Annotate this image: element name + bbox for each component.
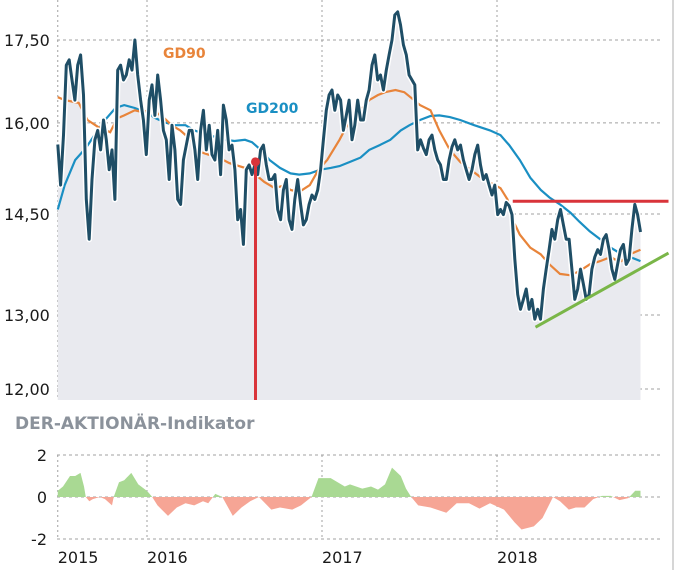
price-y-tick: 16,00 <box>4 114 50 133</box>
price-y-tick: 14,50 <box>4 205 50 224</box>
x-tick: 2016 <box>147 548 188 567</box>
indicator-y-tick: -2 <box>31 530 47 549</box>
indicator-negative-area <box>57 497 641 530</box>
indicator-title: DER-AKTIONÄR-Indikator <box>15 412 255 434</box>
price-y-tick: 13,00 <box>4 306 50 325</box>
x-tick: 2017 <box>322 548 363 567</box>
price-y-tick: 17,50 <box>4 31 50 50</box>
price-y-tick: 12,00 <box>4 380 50 399</box>
price-y-axis: 17,50 16,00 14,50 13,00 12,00 <box>4 31 50 399</box>
price-line <box>56 10 642 321</box>
gd200-label: GD200 <box>246 101 299 117</box>
indicator-y-tick: 2 <box>37 446 47 465</box>
x-tick: 2018 <box>497 548 538 567</box>
x-axis: 2015 2016 2017 2018 <box>58 548 538 567</box>
gd90-label: GD90 <box>163 46 206 62</box>
x-tick: 2015 <box>58 548 99 567</box>
indicator-y-tick: 0 <box>37 488 47 507</box>
support-line <box>534 251 670 329</box>
indicator-positive-area <box>57 467 641 497</box>
signal-dot <box>251 157 260 167</box>
indicator-y-axis: 2 0 -2 <box>31 446 47 549</box>
price-area <box>57 11 641 401</box>
